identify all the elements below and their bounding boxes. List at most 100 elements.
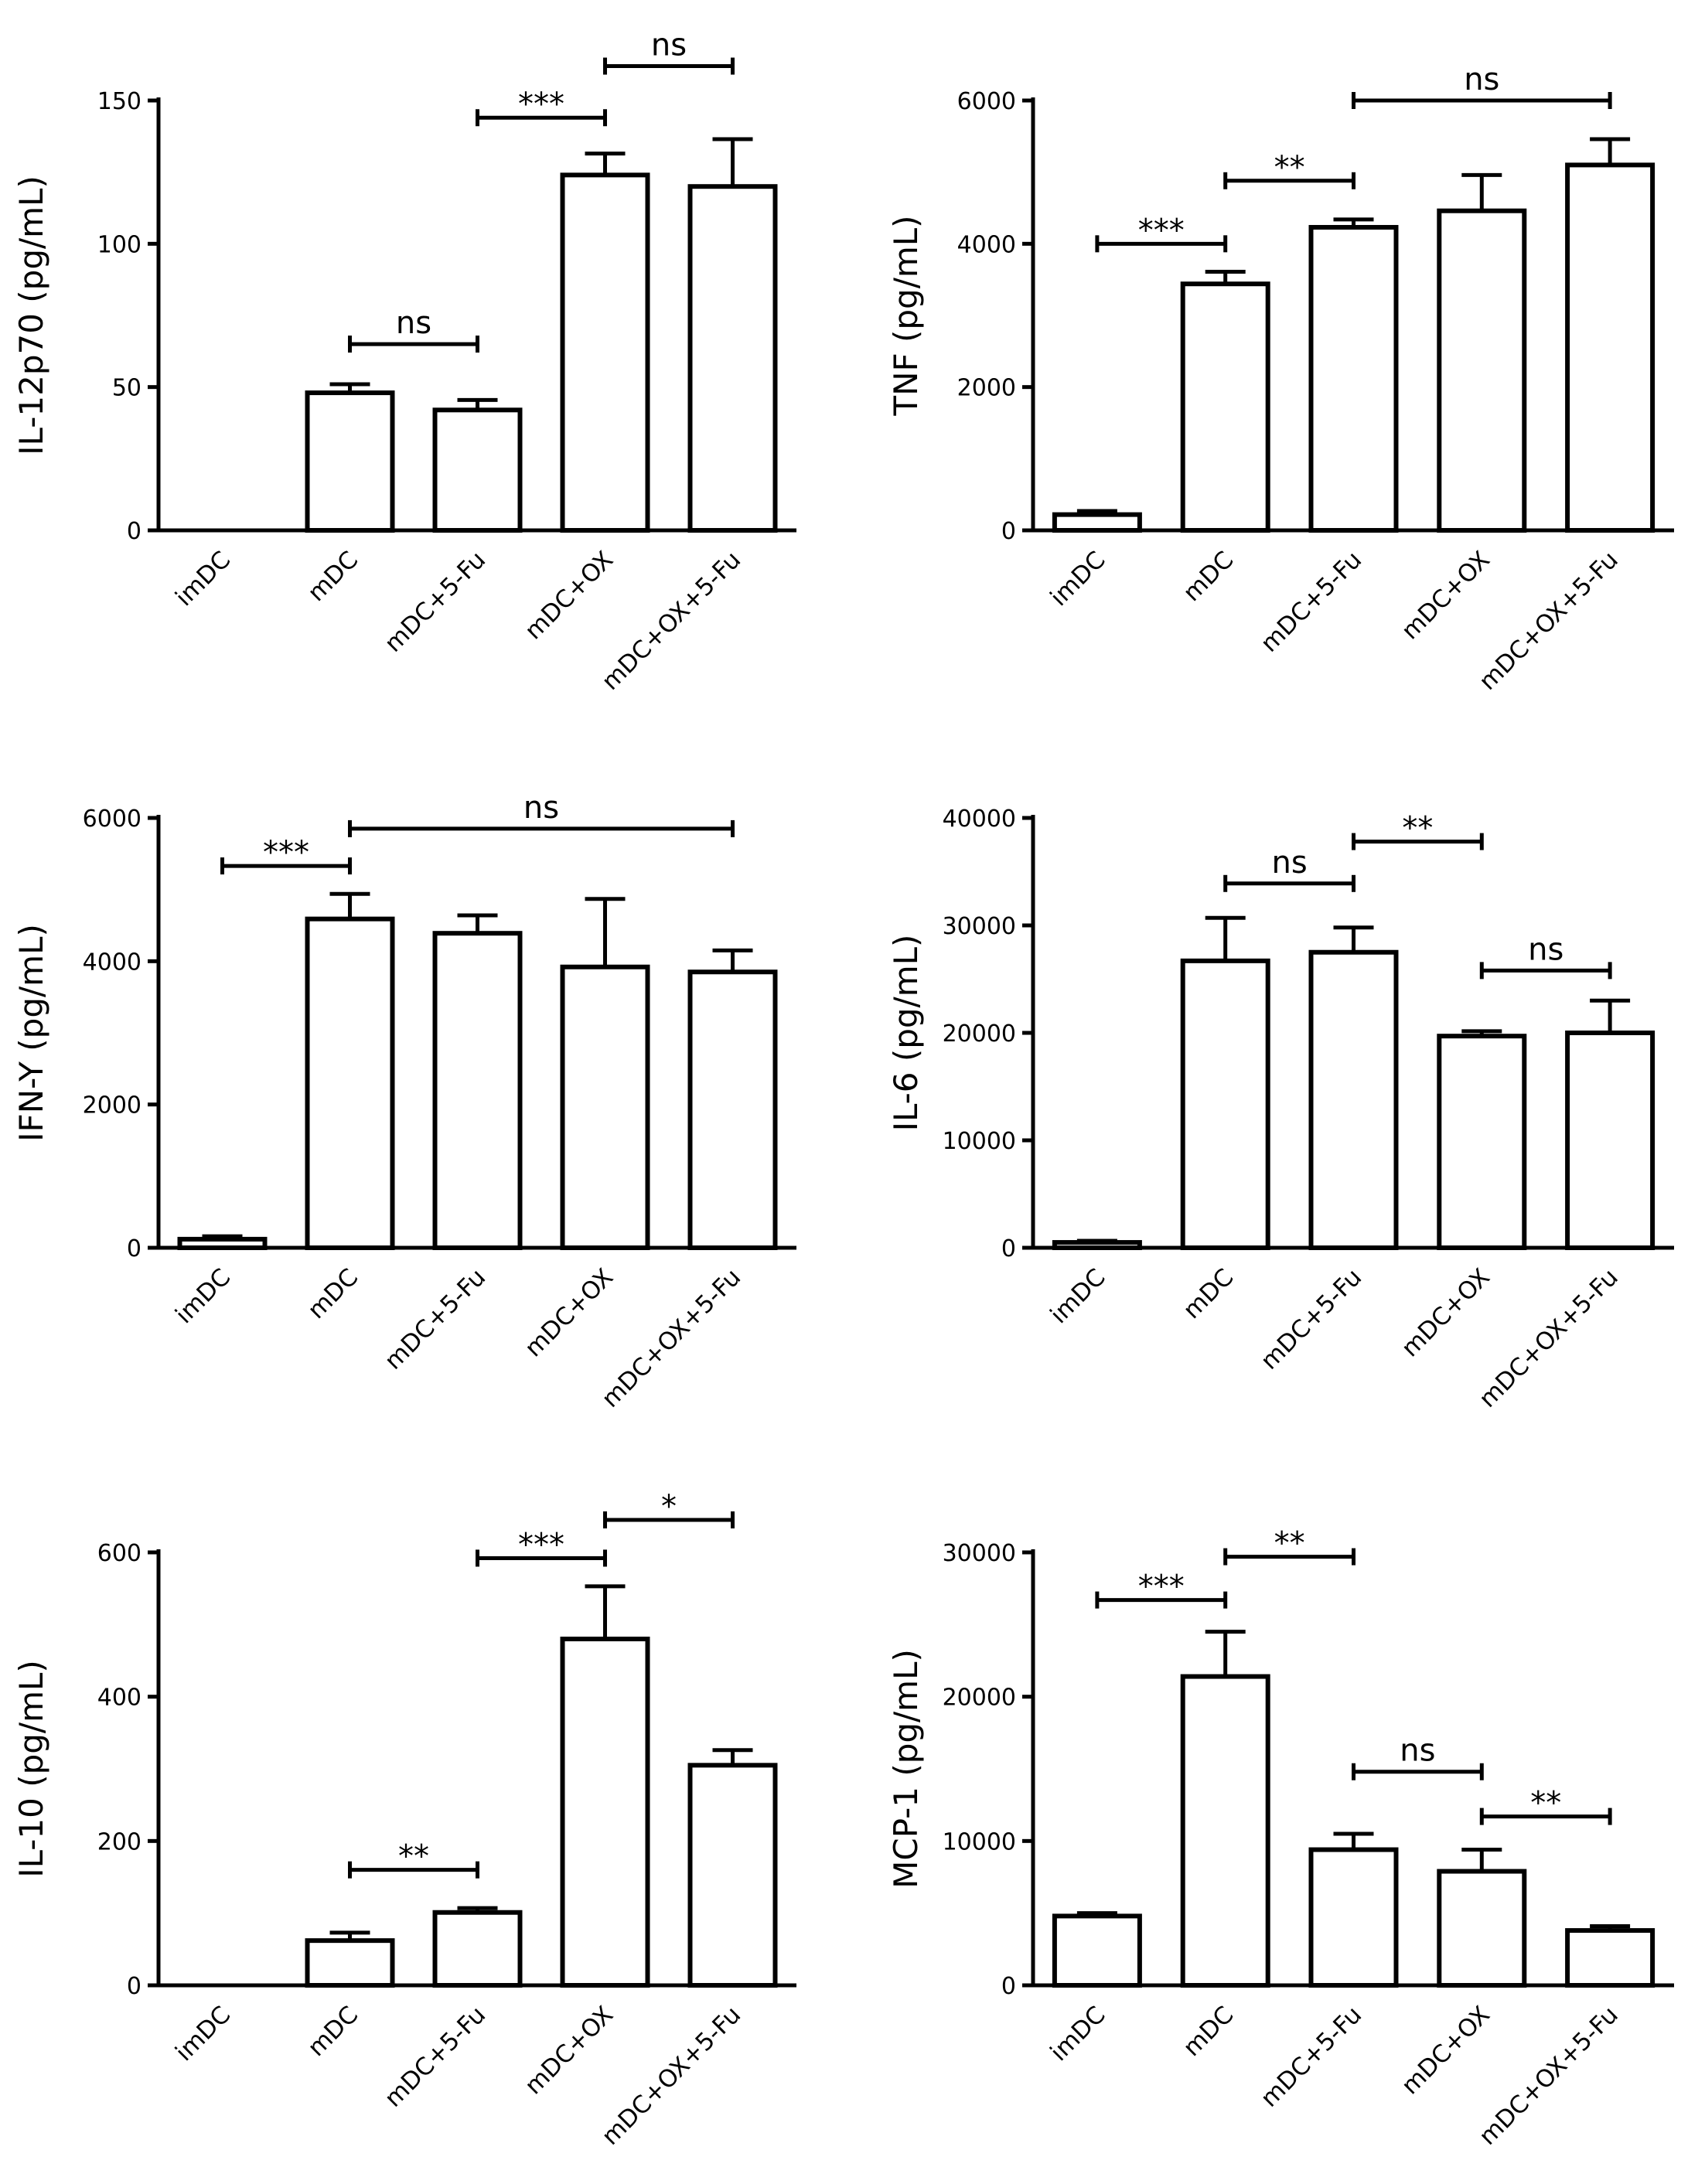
y-tick-label: 40000 [943, 806, 1016, 833]
significance-label: ** [1530, 1786, 1561, 1821]
significance-label: *** [518, 1527, 564, 1562]
x-tick-label: imDC [1045, 1263, 1110, 1329]
y-tick-label: 0 [127, 1235, 142, 1262]
y-axis-label: IL-10 (pg/mL) [12, 1660, 50, 1878]
y-axis-label: MCP-1 (pg/mL) [887, 1649, 925, 1889]
x-tick-label: mDC+5-Fu [380, 1263, 492, 1375]
bar-mDC+OX [560, 964, 650, 1251]
significance-label: ** [1402, 811, 1433, 847]
x-tick-label: mDC+OX [1396, 1263, 1495, 1362]
x-tick-label: mDC [1178, 546, 1239, 607]
y-tick-label: 2000 [83, 1092, 142, 1119]
x-tick-label: mDC+5-Fu [380, 2001, 492, 2113]
bar-mDC+OX [560, 172, 650, 533]
y-tick-label: 4000 [83, 949, 142, 976]
x-tick-label: mDC+OX [1396, 546, 1495, 645]
bar-mDC+OX [1437, 1034, 1527, 1251]
y-tick-label: 600 [97, 1540, 142, 1567]
y-axis-label: TNF (pg/mL) [887, 215, 925, 416]
x-tick-label: mDC+OX [520, 2001, 619, 2100]
y-tick-label: 10000 [943, 1828, 1016, 1855]
chart-panel-6: 0 10000 20000 30000 MCP-1 (pg/mL) imDC mDC mDC+… [887, 1526, 1674, 2151]
x-tick-label: mDC+OX [1396, 2001, 1495, 2100]
x-tick-label: mDC [1178, 2001, 1239, 2062]
bar-mDC+OX+5-Fu [1565, 1928, 1656, 1988]
significance-label: *** [1138, 213, 1185, 248]
x-tick-label: mDC+OX [520, 1263, 619, 1362]
significance-label: ns [1271, 845, 1307, 881]
y-axis-label: IL-12p70 (pg/mL) [12, 175, 50, 455]
x-tick-label: imDC [170, 1263, 236, 1329]
x-tick-label: imDC [1045, 546, 1110, 612]
bar-mDC+OX [560, 1637, 650, 1988]
bar-mDC+OX+5-Fu [1565, 162, 1656, 533]
x-tick-label: mDC [302, 1263, 363, 1324]
y-tick-label: 10000 [943, 1128, 1016, 1155]
x-tick-label: imDC [1045, 2001, 1110, 2066]
y-axis-label: IL-6 (pg/mL) [887, 935, 925, 1132]
significance-label: ** [1274, 150, 1305, 186]
x-tick-label: mDC+OX+5-Fu [1474, 2001, 1624, 2151]
chart-panel-3: 0 2000 4000 6000 IFN-Y (pg/mL) imDC mDC mDC+5-F… [12, 790, 796, 1413]
y-tick-label: 20000 [943, 1020, 1016, 1048]
bar-mDC+OX+5-Fu [687, 1763, 778, 1988]
bar-mDC+OX [1437, 208, 1527, 533]
bar-mDC+OX [1437, 1869, 1527, 1988]
x-tick-label: imDC [170, 546, 236, 612]
x-tick-label: mDC+5-Fu [1256, 546, 1368, 658]
bar-mDC [305, 1938, 395, 1988]
x-tick-label: mDC+OX+5-Fu [1474, 546, 1624, 696]
y-tick-label: 200 [97, 1828, 142, 1855]
bar-mDC+5-Fu [1308, 949, 1399, 1250]
x-tick-label: mDC+5-Fu [380, 546, 492, 658]
chart-panel-1: 0 50 100 150 IL-12p70 (pg/mL) imDC mDC mDC+5-Fu… [12, 28, 796, 696]
significance-label: *** [1138, 1569, 1185, 1605]
chart-panel-5: 0 200 400 600 IL-10 (pg/mL) imDC mDC mDC+5-Fu mD… [12, 1489, 796, 2151]
y-axis-label: IFN-Y (pg/mL) [12, 924, 50, 1142]
significance-label: *** [518, 87, 564, 122]
x-tick-label: mDC+OX+5-Fu [596, 1263, 746, 1413]
significance-label: ns [396, 305, 431, 341]
x-tick-label: mDC+OX+5-Fu [596, 2001, 746, 2151]
y-tick-label: 0 [1001, 1973, 1016, 2000]
y-tick-label: 0 [127, 1973, 142, 2000]
x-tick-label: imDC [170, 2001, 236, 2066]
chart-panel-2: 0 2000 4000 6000 TNF (pg/mL) imDC mDC mDC+5-Fu m… [887, 62, 1674, 696]
significance-label: * [661, 1489, 677, 1525]
y-tick-label: 6000 [83, 806, 142, 833]
bar-mDC+OX+5-Fu [687, 969, 778, 1250]
x-tick-label: mDC [302, 2001, 363, 2062]
x-tick-label: mDC [1178, 1263, 1239, 1324]
bar-imDC [1052, 1240, 1142, 1251]
significance-label: *** [263, 835, 309, 871]
significance-label: ** [1274, 1526, 1305, 1562]
x-tick-label: mDC+OX [520, 546, 619, 645]
y-tick-label: 30000 [943, 913, 1016, 940]
bar-mDC+5-Fu [432, 931, 523, 1251]
y-tick-label: 4000 [957, 231, 1016, 258]
x-tick-label: mDC+OX+5-Fu [596, 546, 746, 696]
significance-label: ns [651, 28, 687, 63]
y-tick-label: 2000 [957, 375, 1016, 402]
chart-panel-4: 0 10000 20000 30000 40000 IL-6 (pg/mL) imDC mDC… [887, 806, 1674, 1413]
bar-mDC [1180, 958, 1270, 1250]
y-tick-label: 50 [112, 375, 142, 402]
bar-mDC [1180, 281, 1270, 533]
bar-imDC [177, 1236, 268, 1251]
y-tick-label: 100 [97, 231, 142, 258]
bar-mDC [305, 390, 395, 533]
significance-label: ns [1464, 62, 1499, 97]
bar-mDC [305, 916, 395, 1251]
bar-imDC [1052, 512, 1142, 533]
bar-mDC+5-Fu [1308, 1847, 1399, 1988]
bar-imDC [1052, 1913, 1142, 1988]
bar-mDC+5-Fu [1308, 225, 1399, 533]
bar-mDC+5-Fu [432, 1910, 523, 1988]
bar-mDC+5-Fu [432, 407, 523, 533]
bar-mDC+OX+5-Fu [687, 184, 778, 533]
y-tick-label: 6000 [957, 88, 1016, 115]
y-tick-label: 30000 [943, 1540, 1016, 1567]
y-tick-label: 0 [1001, 1235, 1016, 1262]
